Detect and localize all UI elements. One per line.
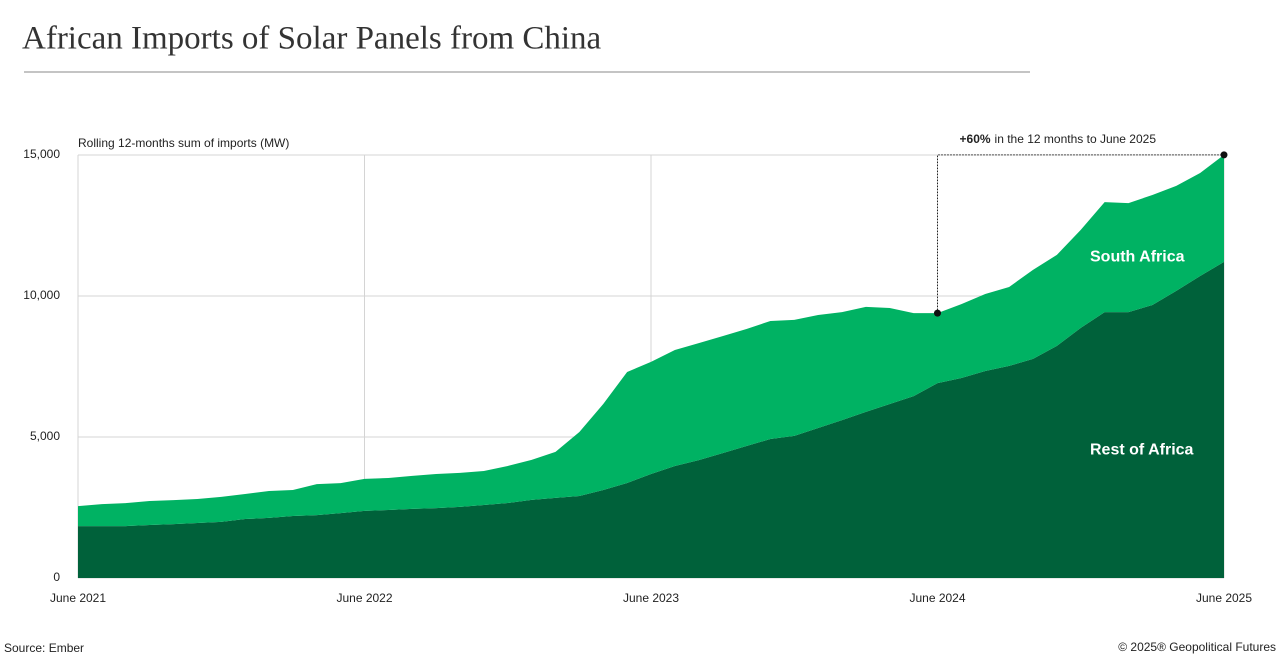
series-label: Rest of Africa xyxy=(1090,441,1194,458)
chart-title: African Imports of Solar Panels from Chi… xyxy=(22,21,602,57)
area xyxy=(78,261,1224,578)
annotation-dot xyxy=(934,309,941,317)
source: Source: Ember xyxy=(4,641,84,655)
y-tick-label: 5,000 xyxy=(30,429,60,443)
annotation-guide xyxy=(937,154,1224,314)
y-tick-label: 15,000 xyxy=(23,147,60,161)
y-axis-label: Rolling 12-months sum of imports (MW) xyxy=(78,136,289,150)
annotation-highlight: +60% xyxy=(960,132,991,146)
series-label: South Africa xyxy=(1090,248,1185,265)
annotation: +60% in the 12 months to June 2025 xyxy=(960,132,1157,146)
area xyxy=(78,154,1224,527)
y-tick-label: 10,000 xyxy=(23,288,60,302)
x-tick-label: June 2021 xyxy=(50,591,106,605)
x-tick-label: June 2022 xyxy=(336,591,392,605)
x-tick-label: June 2024 xyxy=(909,591,965,605)
x-tick-label: June 2025 xyxy=(1196,591,1252,605)
copyright: © 2025® Geopolitical Futures xyxy=(1118,640,1276,654)
annotation-text: in the 12 months to June 2025 xyxy=(995,132,1157,146)
annotation-dot xyxy=(1220,151,1228,159)
x-tick-label: June 2023 xyxy=(623,591,679,605)
y-tick-label: 0 xyxy=(53,570,60,584)
